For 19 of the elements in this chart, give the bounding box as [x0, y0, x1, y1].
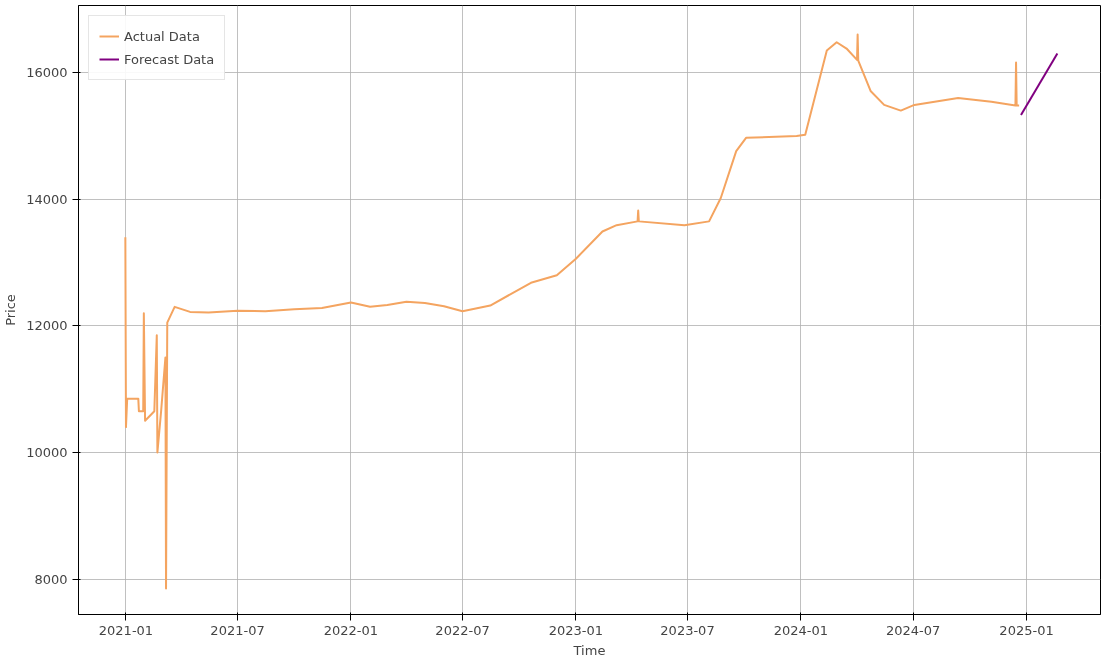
line-series [124, 33, 1021, 590]
x-tick-label: 2023-07 [660, 622, 715, 638]
x-tick-label: 2021-07 [210, 622, 265, 638]
y-axis-title: Price [3, 294, 19, 326]
x-tick-label: 2021-01 [98, 622, 154, 638]
x-tick-label: 2022-07 [435, 622, 490, 638]
y-tick-label: 14000 [26, 191, 68, 207]
y-tick-label: 12000 [26, 318, 68, 334]
x-tick-label: 2024-07 [885, 622, 941, 638]
legend-label: Forecast Data [124, 51, 215, 67]
y-tick-label: 8000 [34, 571, 68, 587]
legend-label: Actual Data [124, 28, 200, 44]
x-tick-label: 2023-01 [548, 622, 604, 638]
y-tick-label: 16000 [26, 65, 68, 81]
y-tick-label: 10000 [26, 444, 68, 460]
x-tick-label: 2024-01 [773, 622, 829, 638]
x-axis-title: Time [572, 642, 606, 658]
x-tick-label: 2022-01 [323, 622, 379, 638]
x-tick-label: 2025-01 [999, 622, 1054, 638]
